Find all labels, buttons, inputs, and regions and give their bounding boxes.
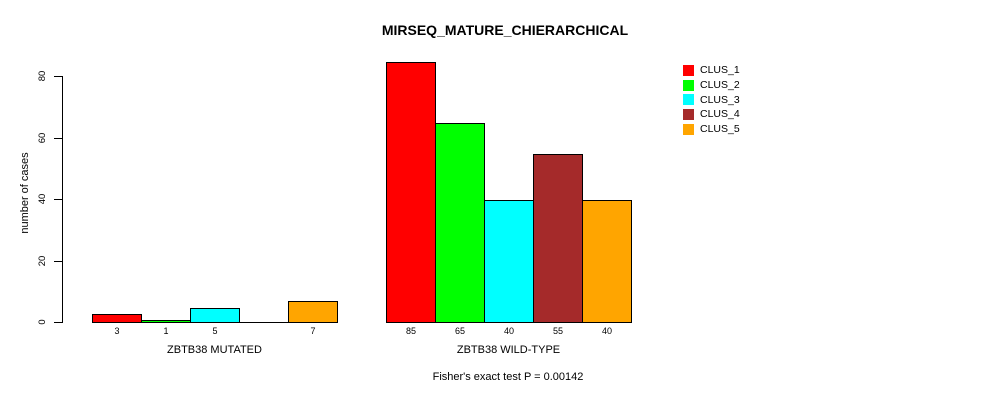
legend-item: CLUS_4 [683, 107, 740, 122]
bar-CLUS_3 [190, 308, 240, 323]
bar-value-label: 7 [310, 326, 316, 336]
bar-CLUS_2 [435, 123, 485, 323]
bar-CLUS_3 [484, 200, 534, 323]
fisher-test-annotation: Fisher's exact test P = 0.00142 [432, 371, 584, 383]
bar-value-label: 55 [552, 326, 563, 336]
legend-label: CLUS_2 [700, 79, 740, 92]
y-axis-title: number of cases [19, 152, 31, 234]
bar-CLUS_1 [92, 314, 142, 323]
legend-item: CLUS_3 [683, 92, 740, 107]
bar-value-label: 1 [163, 326, 169, 336]
y-tick-label: 0 [36, 319, 48, 325]
bar-value-label: 65 [454, 326, 465, 336]
bar-CLUS_5 [288, 301, 338, 323]
y-tick-mark [54, 261, 62, 262]
bar-CLUS_5 [582, 200, 632, 323]
bar-value-label: 3 [114, 326, 120, 336]
legend-item: CLUS_2 [683, 78, 740, 93]
legend-label: CLUS_5 [700, 123, 740, 136]
bar-value-label: 85 [405, 326, 416, 336]
legend-swatch-CLUS_1 [683, 64, 694, 76]
group-label: ZBTB38 WILD-TYPE [456, 344, 561, 356]
bar-CLUS_4 [533, 154, 583, 323]
chart-title: MIRSEQ_MATURE_CHIERARCHICAL [381, 22, 629, 38]
y-axis-line [62, 76, 63, 323]
group-label: ZBTB38 MUTATED [167, 344, 262, 356]
bar-value-label: 40 [503, 326, 514, 336]
y-tick-mark [54, 138, 62, 139]
bar-CLUS_2 [141, 320, 191, 323]
legend-label: CLUS_1 [700, 64, 740, 77]
bar-CLUS_1 [386, 62, 436, 323]
legend-swatch-CLUS_5 [683, 123, 694, 135]
y-tick-label: 60 [36, 132, 48, 144]
bar-value-label: 5 [212, 326, 218, 336]
y-tick-label: 80 [36, 70, 48, 82]
legend-swatch-CLUS_2 [683, 79, 694, 91]
legend-item: CLUS_1 [683, 63, 740, 78]
y-tick-label: 20 [36, 255, 48, 267]
legend-label: CLUS_4 [700, 108, 740, 121]
legend-swatch-CLUS_4 [683, 108, 694, 120]
legend: CLUS_1 CLUS_2 CLUS_3 CLUS_4 CLUS_5 [683, 63, 740, 136]
legend-item: CLUS_5 [683, 122, 740, 137]
y-tick-mark [54, 76, 62, 77]
y-tick-label: 40 [36, 193, 48, 205]
bar-CLUS_4-zero [239, 322, 289, 323]
y-tick-mark [54, 322, 62, 323]
legend-swatch-CLUS_3 [683, 94, 694, 106]
bar-value-label: 40 [601, 326, 612, 336]
y-tick-mark [54, 199, 62, 200]
legend-label: CLUS_3 [700, 93, 740, 106]
